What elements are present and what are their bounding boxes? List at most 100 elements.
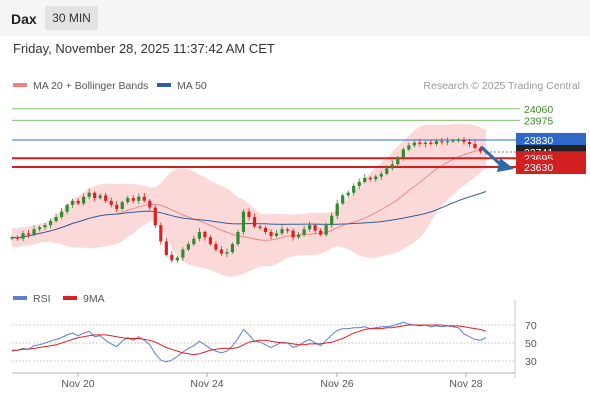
candle-body-68 <box>385 168 389 174</box>
candle-body-41 <box>236 231 240 245</box>
instrument-name: Dax <box>11 11 37 27</box>
level-label-24060: 24060 <box>524 104 553 116</box>
x-tick-label-1: Nov 24 <box>190 378 223 390</box>
candle-body-36 <box>208 237 213 245</box>
candle-body-75 <box>423 142 427 144</box>
legend-ma50: MA 50 <box>157 80 207 92</box>
candle-body-19 <box>115 204 119 209</box>
candle-body-48 <box>274 233 279 236</box>
level-label-23975: 23975 <box>524 115 553 127</box>
candle-body-65 <box>368 177 372 180</box>
candle-body-78 <box>440 141 444 143</box>
candle-body-66 <box>374 176 378 180</box>
candle-body-62 <box>352 185 356 193</box>
candle-body-58 <box>330 215 334 226</box>
candle-body-25 <box>148 200 152 208</box>
level-label-bg-23630 <box>516 160 586 174</box>
candle-body-5 <box>37 227 42 230</box>
candle-body-0 <box>10 237 14 239</box>
candle-body-37 <box>214 244 218 250</box>
candle-body-73 <box>412 142 416 146</box>
candle-body-44 <box>252 217 257 227</box>
candle-body-21 <box>126 198 130 203</box>
candle-body-22 <box>131 198 135 201</box>
candle-body-56 <box>319 230 323 235</box>
rsi-tick-50: 50 <box>525 338 537 350</box>
candle-body-6 <box>43 225 47 228</box>
candle-body-3 <box>26 233 31 235</box>
candle-body-83 <box>467 141 472 144</box>
candle-body-46 <box>263 227 268 232</box>
candle-body-61 <box>346 192 350 196</box>
candle-body-4 <box>32 229 36 235</box>
ma50-line <box>11 191 487 239</box>
candle-body-63 <box>357 181 361 186</box>
candle-body-16 <box>98 195 102 199</box>
candle-body-82 <box>462 139 466 142</box>
candle-body-34 <box>197 231 201 239</box>
candle-body-2 <box>21 233 25 239</box>
timeframe-button[interactable]: 30 MIN <box>45 6 98 30</box>
candle-body-55 <box>313 225 317 231</box>
rsi-swatch <box>13 296 27 301</box>
candle-body-85 <box>478 148 483 152</box>
candle-body-76 <box>429 142 433 144</box>
candle-body-45 <box>258 226 262 228</box>
ma50-label: MA 50 <box>177 80 207 92</box>
candle-body-50 <box>285 229 290 231</box>
candle-body-32 <box>186 244 190 250</box>
candle-body-14 <box>87 192 91 197</box>
candle-body-77 <box>434 141 438 144</box>
candle-body-54 <box>308 225 312 230</box>
candle-body-35 <box>203 231 207 238</box>
rsi-ma-line <box>12 324 487 356</box>
candle-body-60 <box>341 195 345 204</box>
candle-body-11 <box>71 200 75 205</box>
candle-body-8 <box>54 217 58 222</box>
candle-body-28 <box>164 241 168 255</box>
candle-body-79 <box>445 141 450 143</box>
legend-rsi-ma: 9MA <box>63 293 105 305</box>
candle-body-49 <box>280 229 284 234</box>
bollinger-swatch <box>13 83 27 88</box>
candle-body-51 <box>291 230 295 238</box>
rsi-line <box>11 321 487 363</box>
x-tick-label-0: Nov 20 <box>61 378 94 390</box>
candle-body-39 <box>225 252 229 254</box>
candle-body-40 <box>230 244 235 253</box>
candle-body-27 <box>159 225 163 242</box>
projection-arrow-head <box>497 158 514 172</box>
candle-body-42 <box>241 211 246 232</box>
candle-body-53 <box>302 229 306 235</box>
candle-body-31 <box>181 249 185 258</box>
candle-body-69 <box>390 164 394 169</box>
candle-body-43 <box>247 211 251 218</box>
level-label-bg-23830 <box>516 132 586 147</box>
level-label-23830: 23830 <box>524 135 553 147</box>
candle-body-24 <box>142 196 146 201</box>
candle-body-12 <box>76 200 80 204</box>
candle-body-81 <box>456 139 461 141</box>
legend-bollinger: MA 20 + Bollinger Bands <box>13 80 148 92</box>
candle-body-57 <box>324 225 328 235</box>
projection-arrow-shaft <box>479 145 502 166</box>
x-tick-label-2: Nov 26 <box>320 378 353 390</box>
candle-body-33 <box>192 238 196 245</box>
candle-body-84 <box>473 144 477 149</box>
legend-rsi: RSI <box>13 293 51 305</box>
candle-body-74 <box>418 142 422 144</box>
rsi-tick-70: 70 <box>525 320 537 332</box>
candle-body-64 <box>363 177 367 182</box>
candle-body-26 <box>153 207 157 226</box>
candle-body-7 <box>48 221 53 226</box>
rsi-label: RSI <box>33 293 51 305</box>
candle-body-70 <box>396 157 400 165</box>
candle-body-20 <box>120 202 124 209</box>
candle-body-10 <box>65 204 69 212</box>
ma50-swatch <box>157 83 171 88</box>
candle-body-47 <box>269 231 273 236</box>
candle-body-29 <box>170 254 174 261</box>
level-label-23630: 23630 <box>524 162 553 174</box>
candle-body-23 <box>137 196 141 201</box>
